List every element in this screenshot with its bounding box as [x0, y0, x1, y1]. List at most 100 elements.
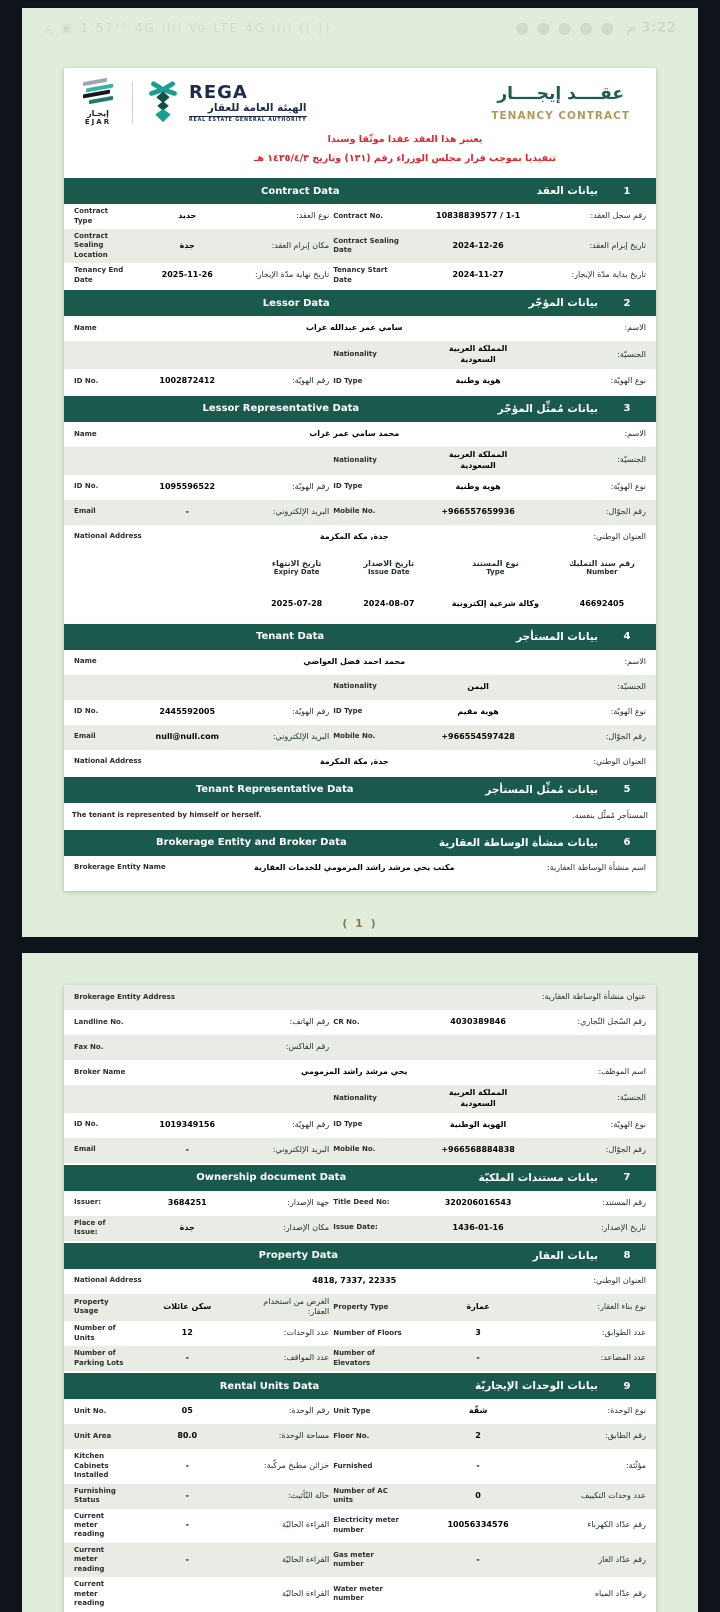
field-value — [187, 997, 521, 999]
page-number: ( 1 ) — [342, 916, 378, 930]
table-row: رقم الجوّال: +966557659936 Mobile No. البري… — [64, 499, 656, 525]
contract-document-card-1: إيجـار EJAR — [64, 68, 656, 891]
field-label-ar: اسم الموظف: — [598, 1067, 646, 1077]
section-title-en: Property Data — [258, 1250, 339, 1262]
field-label-en: Electricity meter number — [333, 1516, 399, 1534]
ownership-doc-col-header: نوع المستند Type — [472, 559, 519, 576]
field-label-ar: القراءة الحاليّة — [281, 1588, 330, 1598]
table-row: تاريخ الإصدار: 1436-01-16 Issue Date: مكان … — [64, 1215, 656, 1241]
field-value: جدة — [179, 240, 195, 250]
field-value: جدة, مكة المكرمة — [319, 756, 389, 766]
field-value: جدة — [179, 1222, 195, 1232]
field-value: - — [185, 1554, 189, 1564]
table-row: رقم عدّاد الغاز - Gas meter number القراءة … — [64, 1542, 656, 1578]
field-label-ar: القراءة الحاليّة — [281, 1554, 330, 1564]
section-title-ar: بيانات مُمثِّل المستأجر — [485, 783, 598, 796]
field-label-en: Name — [74, 657, 97, 666]
field-label-ar: رقم الوحدة: — [288, 1406, 330, 1416]
table-row: العنوان الوطني: جدة, مكة المكرمة National … — [64, 749, 656, 775]
field-label-ar: تاريخ بداية مدّة الإيجار: — [571, 270, 646, 280]
table-row: نوع الوحدة: شقّة Unit Type رقم الوحدة: 05 Uni… — [64, 1399, 656, 1425]
ownership-doc-values-row: 46692405 وكالة شرعية إلكترونية 2024-08-07 2… — [64, 586, 656, 622]
field-label-ar: البريد الإلكتروني: — [272, 1144, 330, 1154]
field-label-ar: تاريخ الإصدار: — [600, 1222, 646, 1232]
field-label-ar: نوع الهويّة: — [610, 376, 646, 385]
field-label-en: ID No. — [74, 707, 99, 716]
field-value: - — [185, 1460, 189, 1470]
field-label-en: Furnished — [333, 1461, 373, 1470]
table-row: مؤثّثة: - Furnished خزائن مطبخ مركّبة: - Kitc… — [64, 1449, 656, 1484]
field-label-ar: مكان الإصدار: — [283, 1222, 330, 1232]
field-value: جدة, مكة المكرمة — [319, 531, 389, 541]
field-label-ar: رقم عدّاد المياه — [594, 1588, 646, 1598]
field-label-en: ID No. — [74, 376, 99, 385]
field-label-ar: الاسم: — [624, 656, 646, 666]
ownership-doc-header-row: رقم سند التمليك Number نوع المستند Type تاري… — [64, 550, 656, 586]
field-label-ar: رقم سجل العقد: — [590, 211, 646, 221]
rega-palm-icon — [149, 81, 177, 123]
section-number: 7 — [623, 1172, 631, 1184]
table-row: العنوان الوطني: 4818, 7337, 22335 National… — [64, 1268, 656, 1294]
table-row: رقم السّجل التّجاري: 4030389846 CR No. رقم … — [64, 1010, 656, 1035]
field-label-en: Kitchen Cabinets Installed — [74, 1452, 109, 1480]
table-row: عدد المصاعد: - Number of Elevators عدد المو… — [64, 1346, 656, 1372]
field-label-en: Water meter number — [333, 1584, 383, 1603]
field-value: هوية مقيم — [457, 706, 499, 716]
contract-document-card-2: عنوان منشأة الوساطة العقارية: Brokerage E… — [64, 985, 656, 1612]
field-label-en: National Address — [74, 1276, 142, 1285]
section-number: 1 — [623, 185, 631, 197]
field-label-en: Current meter reading — [74, 1580, 105, 1607]
field-label-en: Unit No. — [74, 1406, 107, 1415]
field-label-ar: نوع الهويّة: — [610, 706, 646, 716]
field-value: 10056334576 — [447, 1520, 509, 1530]
field-value: - — [185, 1144, 189, 1154]
table-row: الجنسيّة: اليمن Nationality — [64, 674, 656, 700]
field-value: 1095596522 — [159, 481, 216, 491]
field-label-ar: رقم الجوّال: — [605, 1144, 646, 1154]
section-header-2: 2 بيانات المؤجّر Lessor Data — [64, 290, 656, 317]
ownership-doc-col-value: 46692405 — [579, 599, 625, 608]
section-number: 4 — [623, 631, 631, 642]
field-value: - — [185, 1520, 189, 1530]
field-label-en: Tenancy Start Date — [333, 266, 388, 284]
field-label-ar: مساحة الوحدة: — [278, 1431, 330, 1441]
contract-sections-page-2: 7 بيانات مستندات الملكيّة Ownership docume… — [64, 1164, 656, 1612]
field-label-ar: تاريخ نهاية مدّة الإيجار: — [254, 270, 330, 280]
section-number: 3 — [623, 403, 631, 415]
table-row: العنوان الوطني: جدة, مكة المكرمة National … — [64, 524, 656, 550]
field-label-ar: نوع الوحدة: — [607, 1406, 647, 1416]
ownership-doc-col-value: وكالة شرعية إلكترونية — [451, 599, 539, 608]
field-value: 2025-11-26 — [161, 270, 213, 280]
section-title-ar: بيانات الوحدات الإيجاريّة — [474, 1380, 598, 1393]
section-title-ar: بيانات العقد — [536, 185, 598, 197]
field-label-ar: خزائن مطبخ مركّبة: — [263, 1460, 330, 1470]
field-label-ar: العنوان الوطني: — [593, 531, 646, 541]
field-value: المملكة العربية السعودية — [448, 1088, 508, 1108]
field-label-en: Unit Type — [333, 1406, 371, 1415]
table-row: الجنسيّة: المملكة العربية السعودية Nationa… — [64, 446, 656, 475]
table-row: نوع الهويّة: هوية مقيم ID Type رقم الهويّة:… — [64, 699, 656, 725]
ejar-name-en: EJAR — [84, 118, 112, 126]
field-label-en: ID Type — [333, 1120, 363, 1129]
section-title-en: Lessor Representative Data — [202, 403, 360, 415]
table-row: عدد الطوابق: 3 Number of Floors عدد الوحدات… — [64, 1321, 656, 1347]
field-value: 10838839577 / 1-1 — [436, 211, 521, 221]
field-value: 80.0 — [177, 1431, 198, 1441]
field-label-en: Number of Elevators — [333, 1349, 375, 1367]
section-header-4: 4 بيانات المستأجر Tenant Data — [64, 623, 656, 650]
section-header-7: 7 بيانات مستندات الملكيّة Ownership docume… — [64, 1164, 656, 1191]
table-row: رقم عدّاد الكهرباء 10056334576 Electricity… — [64, 1508, 656, 1543]
field-value: المملكة العربية السعودية — [448, 344, 508, 365]
field-label-ar: حالة التّأثيث: — [287, 1490, 330, 1500]
ownership-doc-col-value: 2024-08-07 — [363, 599, 415, 608]
field-value: - — [476, 1353, 480, 1363]
table-row: اسم الموظف: يحي مرشد راشد المزمومي Broker … — [64, 1060, 656, 1085]
field-label-ar: اسم منشأة الوساطة العقارية: — [546, 862, 646, 872]
status-left-icons: ◬ ▣ 1.57ᴷᴮ 4G ılıl Vo LTE 4G ılıl (( )) — [44, 21, 332, 35]
field-label-en: Nationality — [333, 682, 377, 691]
notification-icons: ⬤ ⬤ ⬤ ⬤ ⬤ — [515, 21, 617, 35]
field-label-ar: نوع بناء العقار: — [597, 1301, 646, 1311]
field-label-en: Brokerage Entity Name — [74, 863, 166, 872]
section-title-en: Contract Data — [261, 185, 340, 197]
section-title-en: Tenant Data — [256, 631, 325, 642]
